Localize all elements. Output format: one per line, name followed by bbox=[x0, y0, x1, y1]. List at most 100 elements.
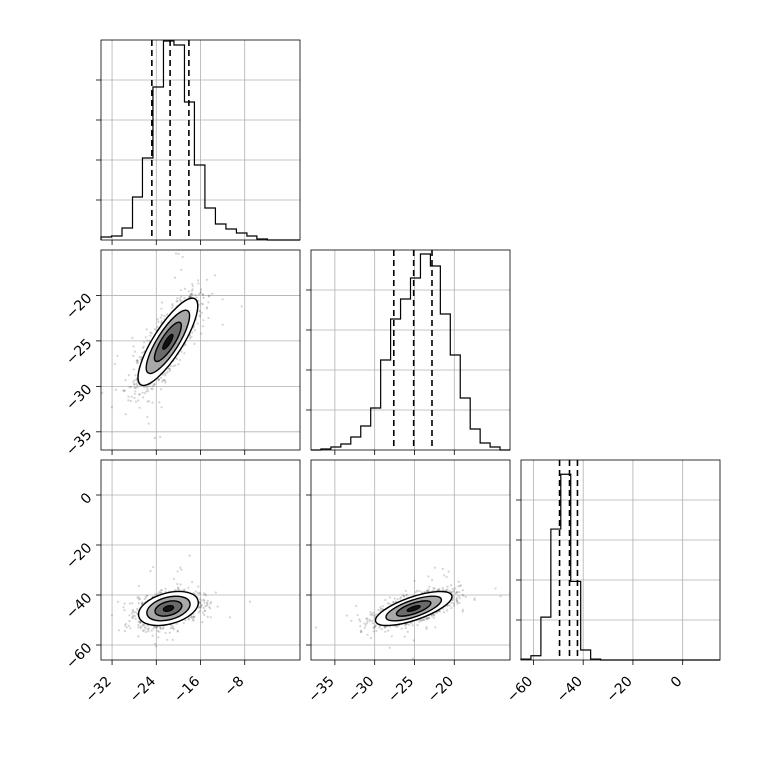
scatter-bottom-middle-point bbox=[401, 593, 404, 597]
scatter-bottom-left-point bbox=[203, 601, 206, 604]
scatter-middle-left-point bbox=[188, 295, 191, 299]
scatter-bottom-middle-point bbox=[436, 589, 439, 592]
scatter-bottom-middle-point bbox=[450, 606, 453, 610]
panel-scatter-param1-param2: −35 −30 −25 −20 bbox=[63, 161, 301, 490]
scatter-bottom-middle-point bbox=[452, 602, 455, 605]
scatter-bottom-middle-point bbox=[455, 598, 458, 601]
scatter-bottom-left-point bbox=[183, 588, 186, 591]
scatter-bottom-left-point bbox=[192, 619, 195, 622]
scatter-bottom-left-ytick-label-3: 0 bbox=[78, 490, 96, 508]
scatter-bottom-left-point bbox=[209, 602, 212, 605]
scatter-bottom-left-point bbox=[147, 628, 150, 631]
scatter-bottom-middle-point bbox=[451, 588, 454, 591]
scatter-bottom-left-point bbox=[136, 596, 139, 600]
scatter-bottom-middle-point bbox=[359, 625, 362, 628]
scatter-bottom-left-point bbox=[171, 626, 174, 630]
scatter-middle-left-point bbox=[211, 292, 214, 295]
scatter-middle-left-ytick-label-0: −35 bbox=[63, 427, 95, 459]
panel-hist-param3: −60 −40 −20 0 bbox=[504, 459, 721, 706]
scatter-bottom-left-xtick-label-1: −24 bbox=[127, 673, 159, 705]
scatter-middle-left-point bbox=[159, 488, 161, 490]
scatter-bottom-middle-point bbox=[364, 624, 367, 627]
scatter-bottom-middle-point bbox=[414, 591, 417, 594]
scatter-bottom-middle-point bbox=[380, 607, 383, 611]
scatter-middle-left-point bbox=[194, 293, 197, 296]
scatter-middle-left-point bbox=[142, 396, 145, 399]
scatter-bottom-left-point bbox=[204, 594, 207, 597]
scatter-middle-left-point bbox=[187, 296, 191, 299]
scatter-middle-left-point bbox=[162, 379, 165, 382]
scatter-bottom-left-point bbox=[203, 609, 206, 612]
scatter-middle-left-point bbox=[180, 300, 183, 303]
scatter-middle-left-point bbox=[202, 293, 205, 296]
scatter-middle-left-point bbox=[136, 386, 139, 389]
scatter-bottom-left-point bbox=[117, 629, 120, 632]
scatter-bottom-middle-point bbox=[427, 617, 430, 620]
scatter-bottom-left-point bbox=[180, 568, 183, 571]
scatter-middle-left-point bbox=[150, 332, 153, 335]
scatter-bottom-middle-point bbox=[345, 614, 348, 617]
scatter-middle-left-point bbox=[159, 316, 162, 319]
scatter-middle-left-point bbox=[177, 252, 180, 256]
scatter-middle-left-point bbox=[192, 217, 194, 219]
scatter-bottom-left-point bbox=[191, 617, 194, 620]
scatter-bottom-middle-point bbox=[459, 584, 463, 587]
scatter-bottom-middle-point bbox=[388, 602, 391, 605]
scatter-middle-left-point bbox=[157, 378, 161, 382]
scatter-middle-left-point bbox=[213, 274, 217, 277]
scatter-middle-left-point bbox=[190, 293, 193, 296]
scatter-middle-left-point bbox=[191, 282, 194, 286]
scatter-bottom-middle-point bbox=[452, 589, 456, 593]
scatter-middle-left-ytick-label-2: −25 bbox=[63, 336, 95, 368]
scatter-bottom-middle-point bbox=[434, 626, 437, 629]
scatter-bottom-left-point bbox=[176, 570, 179, 573]
scatter-bottom-left-point bbox=[202, 598, 205, 601]
scatter-bottom-middle-point bbox=[396, 598, 399, 601]
histogram-middle-step-line bbox=[311, 253, 510, 451]
scatter-bottom-middle-point bbox=[402, 595, 405, 598]
scatter-bottom-left-point bbox=[151, 634, 154, 637]
scatter-bottom-left-point bbox=[189, 615, 193, 619]
scatter-bottom-middle-point bbox=[372, 614, 375, 617]
scatter-bottom-middle-point bbox=[384, 630, 387, 633]
scatter-middle-left-point bbox=[195, 296, 198, 299]
scatter-bottom-left-point bbox=[198, 592, 201, 595]
scatter-middle-left-point bbox=[179, 299, 182, 302]
scatter-bottom-left-point bbox=[171, 625, 174, 628]
scatter-bottom-left-point bbox=[149, 570, 152, 573]
scatter-bottom-middle-point bbox=[373, 625, 376, 628]
scatter-bottom-left-point bbox=[162, 626, 165, 630]
scatter-middle-left-point bbox=[198, 315, 201, 318]
scatter-middle-left-point bbox=[153, 383, 156, 386]
scatter-bottom-left-point bbox=[143, 597, 146, 601]
scatter-bottom-middle-point bbox=[423, 618, 426, 621]
scatter-middle-left-point bbox=[181, 242, 183, 244]
scatter-bottom-left-point bbox=[198, 597, 202, 601]
scatter-middle-left-point bbox=[203, 161, 205, 163]
scatter-bottom-middle-point bbox=[404, 624, 407, 627]
scatter-bottom-middle-point bbox=[457, 580, 460, 583]
scatter-bottom-left-point bbox=[176, 630, 179, 633]
scatter-bottom-middle-point bbox=[422, 618, 425, 621]
histogram-top-left-frame bbox=[100, 39, 301, 241]
scatter-bottom-left-point bbox=[159, 589, 162, 592]
scatter-bottom-middle-point bbox=[386, 602, 389, 605]
scatter-bottom-left-point bbox=[131, 616, 134, 619]
scatter-bottom-middle-point bbox=[363, 622, 366, 625]
scatter-middle-left-point bbox=[114, 388, 117, 391]
scatter-middle-left-point bbox=[197, 279, 200, 282]
scatter-bottom-middle-point bbox=[404, 589, 407, 593]
scatter-bottom-left-contour-3 bbox=[162, 605, 175, 612]
scatter-bottom-left-point bbox=[122, 606, 125, 609]
scatter-bottom-middle-point bbox=[464, 595, 467, 599]
scatter-middle-left-point bbox=[176, 297, 179, 300]
scatter-middle-left-point bbox=[205, 278, 209, 281]
scatter-middle-left-point bbox=[164, 379, 167, 382]
scatter-bottom-middle-point bbox=[447, 570, 450, 573]
scatter-middle-left-point bbox=[191, 293, 194, 296]
scatter-middle-left-point bbox=[180, 350, 183, 353]
scatter-bottom-middle-point bbox=[369, 613, 372, 616]
scatter-middle-left-point bbox=[159, 376, 163, 379]
scatter-bottom-left-point bbox=[201, 611, 205, 614]
scatter-bottom-left-point bbox=[172, 628, 175, 631]
